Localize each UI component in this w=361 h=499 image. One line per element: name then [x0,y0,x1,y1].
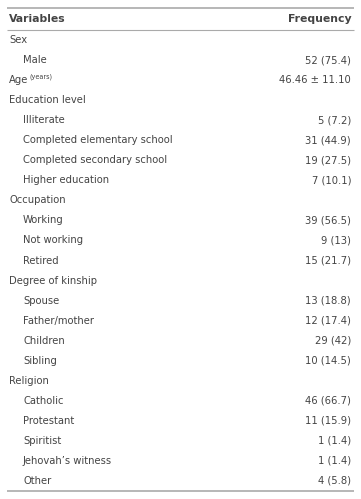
Text: Degree of kinship: Degree of kinship [9,275,97,285]
Text: Retired: Retired [23,255,58,265]
Text: 9 (13): 9 (13) [321,236,351,246]
Text: 29 (42): 29 (42) [315,336,351,346]
Bar [7,8,354,30]
Text: Sex: Sex [9,35,27,45]
Text: 46 (66.7): 46 (66.7) [305,396,351,406]
Text: 39 (56.5): 39 (56.5) [305,216,351,226]
Text: Spouse: Spouse [23,295,59,305]
Text: Children: Children [23,336,65,346]
Text: 10 (14.5): 10 (14.5) [305,356,351,366]
Text: 5 (7.2): 5 (7.2) [318,115,351,125]
Text: Jehovah’s witness: Jehovah’s witness [23,456,112,466]
Text: Sibling: Sibling [23,356,57,366]
Text: 31 (44.9): 31 (44.9) [305,135,351,145]
Text: Other: Other [23,476,51,486]
Text: 1 (1.4): 1 (1.4) [318,436,351,446]
Text: 15 (21.7): 15 (21.7) [305,255,351,265]
Text: Age: Age [9,75,29,85]
Text: 11 (15.9): 11 (15.9) [305,416,351,426]
Text: 19 (27.5): 19 (27.5) [305,155,351,165]
Text: Catholic: Catholic [23,396,64,406]
Text: Male: Male [23,55,47,65]
Text: Protestant: Protestant [23,416,74,426]
Text: 4 (5.8): 4 (5.8) [318,476,351,486]
Text: Completed elementary school: Completed elementary school [23,135,173,145]
Text: 13 (18.8): 13 (18.8) [305,295,351,305]
Text: Religion: Religion [9,376,49,386]
Text: Variables: Variables [9,14,66,24]
Text: Illiterate: Illiterate [23,115,65,125]
Text: 1 (1.4): 1 (1.4) [318,456,351,466]
Text: Education level: Education level [9,95,86,105]
Text: Completed secondary school: Completed secondary school [23,155,167,165]
Text: Occupation: Occupation [9,196,66,206]
Text: 52 (75.4): 52 (75.4) [305,55,351,65]
Text: Frequency: Frequency [288,14,352,24]
Text: Higher education: Higher education [23,175,109,185]
Text: Spiritist: Spiritist [23,436,61,446]
Text: 46.46 ± 11.10: 46.46 ± 11.10 [279,75,351,85]
Text: Working: Working [23,216,64,226]
Text: 7 (10.1): 7 (10.1) [312,175,351,185]
Text: (years): (years) [29,74,52,80]
Text: Father/mother: Father/mother [23,316,94,326]
Text: 12 (17.4): 12 (17.4) [305,316,351,326]
Text: Not working: Not working [23,236,83,246]
